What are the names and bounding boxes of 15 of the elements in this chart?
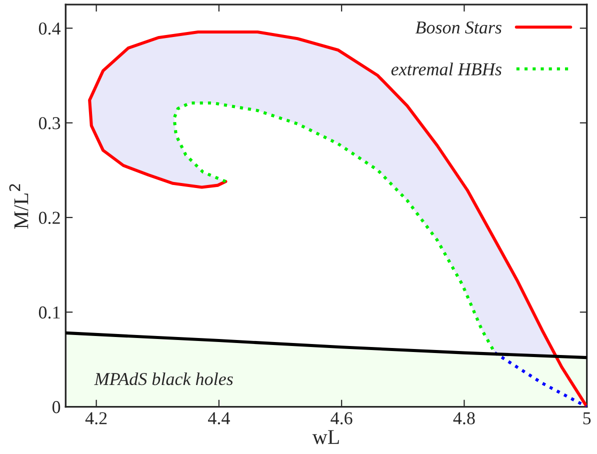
x-tick-label: 4.2 bbox=[85, 412, 107, 424]
y-tick-label: 0.4 bbox=[38, 22, 61, 35]
y-tick-label: 0.2 bbox=[38, 212, 60, 224]
x-axis-title: wL bbox=[312, 430, 339, 444]
annotation: MPAdS black holes bbox=[94, 372, 233, 386]
x-tick-label: 4.4 bbox=[208, 412, 230, 424]
y-tick-label: 0 bbox=[52, 401, 60, 414]
x-tick-label: 4.6 bbox=[330, 412, 352, 424]
legend-label: Boson Stars bbox=[415, 21, 502, 34]
x-tick-label: 5 bbox=[583, 412, 591, 424]
y-axis-title: M/L$^{2}$ bbox=[9, 184, 28, 229]
x-tick-label: 4.8 bbox=[453, 412, 475, 424]
legend-label: extremal HBHs bbox=[391, 62, 502, 76]
y-tick-label: 0.1 bbox=[38, 306, 60, 319]
y-tick-label: 0.3 bbox=[38, 117, 60, 130]
